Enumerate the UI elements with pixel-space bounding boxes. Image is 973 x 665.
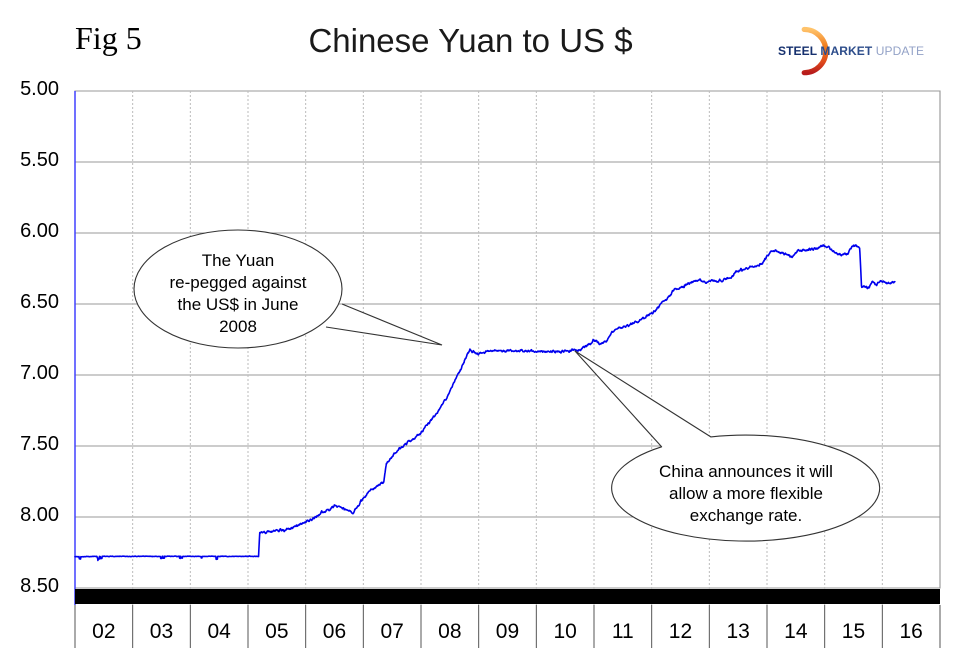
svg-text:allow a more flexible: allow a more flexible bbox=[669, 484, 823, 503]
svg-text:exchange rate.: exchange rate. bbox=[690, 506, 802, 525]
svg-text:China announces it will: China announces it will bbox=[659, 462, 833, 481]
